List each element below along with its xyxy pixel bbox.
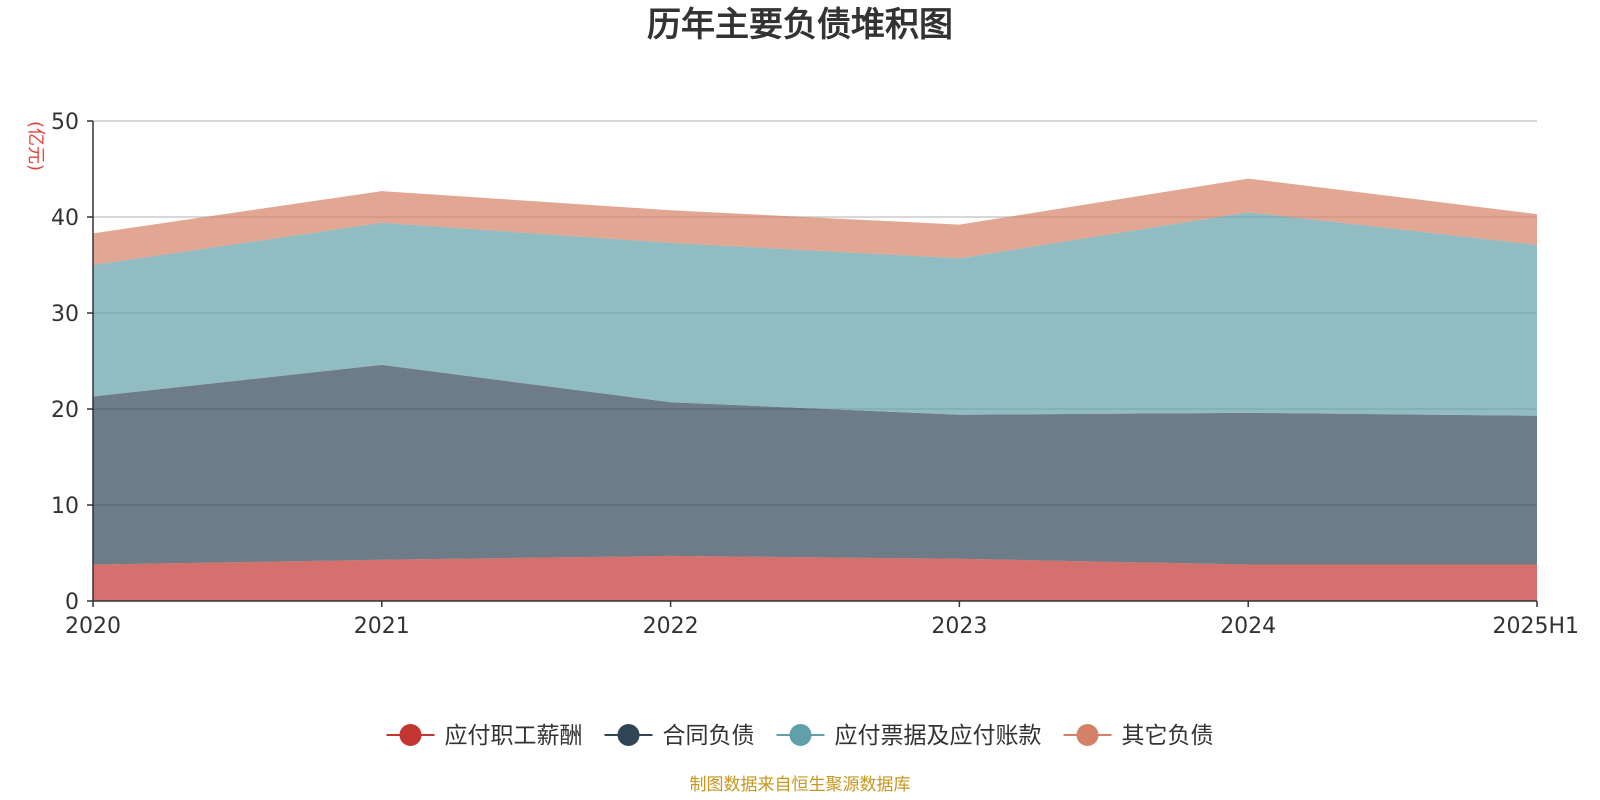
legend-circle-marker <box>617 724 640 746</box>
y-tick-label: 40 <box>51 206 79 231</box>
legend[interactable]: 应付职工薪酬 合同负债 应付票据及应付账款 其它负债 <box>386 723 1214 749</box>
area-series-1 <box>93 555 1537 601</box>
y-tick-label: 20 <box>51 398 79 423</box>
legend-item-1[interactable]: 应付职工薪酬 <box>386 723 583 749</box>
legend-label: 应付职工薪酬 <box>445 723 583 749</box>
y-tick-label: 50 <box>51 110 79 135</box>
x-tick-label: 2025H1 <box>1492 614 1579 639</box>
x-tick-label: 2024 <box>1220 614 1276 639</box>
area-series-group <box>93 178 1537 601</box>
y-tick-label: 0 <box>65 590 79 615</box>
axes: 0 10 20 30 40 50 2020 2021 2022 2023 2024 2025H1 <box>51 110 1579 639</box>
legend-label: 其它负债 <box>1122 723 1214 749</box>
legend-item-4[interactable]: 其它负债 <box>1063 723 1214 749</box>
legend-circle-marker <box>789 724 812 746</box>
legend-label: 应付票据及应付账款 <box>835 723 1042 749</box>
x-tick-label: 2020 <box>65 614 121 639</box>
source-note: 制图数据来自恒生聚源数据库 <box>690 775 911 795</box>
y-tick-label: 10 <box>51 494 79 519</box>
legend-label: 合同负债 <box>663 723 755 749</box>
x-tick-label: 2023 <box>931 614 987 639</box>
legend-item-3[interactable]: 应付票据及应付账款 <box>776 723 1042 749</box>
area-series-4 <box>93 178 1537 265</box>
x-tick-label: 2022 <box>643 614 699 639</box>
area-series-3 <box>93 212 1537 416</box>
chart-title: 历年主要负债堆积图 <box>647 5 953 45</box>
legend-circle-marker <box>399 724 422 746</box>
legend-circle-marker <box>1076 724 1099 746</box>
y-tick-label: 30 <box>51 302 79 327</box>
x-tick-label: 2021 <box>354 614 410 639</box>
area-series-2 <box>93 364 1537 565</box>
y-axis-unit-label: (亿元) <box>25 121 46 171</box>
legend-item-2[interactable]: 合同负债 <box>604 723 755 749</box>
